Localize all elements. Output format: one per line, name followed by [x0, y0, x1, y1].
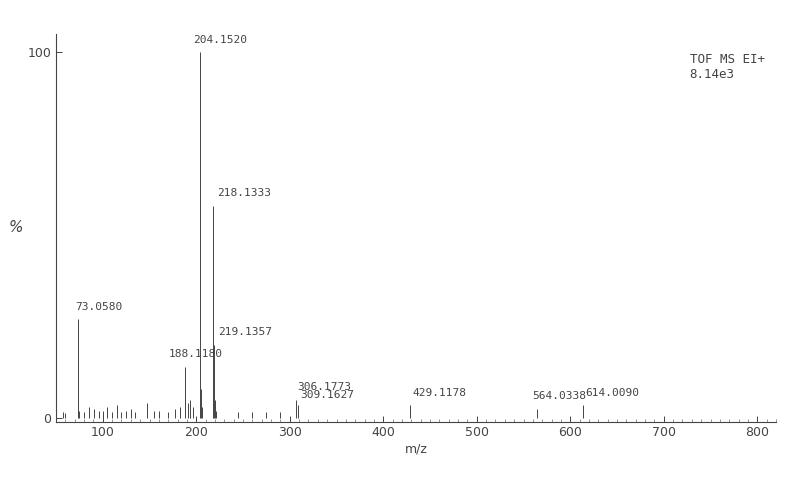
Text: 188.1180: 188.1180 — [168, 349, 222, 359]
Text: 204.1520: 204.1520 — [193, 34, 246, 45]
Text: 564.0338: 564.0338 — [532, 391, 586, 401]
Text: 614.0090: 614.0090 — [586, 388, 639, 398]
Text: 218.1333: 218.1333 — [217, 188, 271, 198]
Text: 219.1357: 219.1357 — [218, 327, 272, 337]
Text: 309.1627: 309.1627 — [300, 389, 354, 399]
Text: 429.1178: 429.1178 — [412, 388, 466, 398]
Text: TOF MS EI+
8.14e3: TOF MS EI+ 8.14e3 — [690, 53, 765, 81]
Text: 306.1773: 306.1773 — [298, 382, 351, 392]
X-axis label: m/z: m/z — [405, 442, 427, 455]
Y-axis label: %: % — [9, 220, 23, 235]
Text: 73.0580: 73.0580 — [74, 302, 122, 312]
